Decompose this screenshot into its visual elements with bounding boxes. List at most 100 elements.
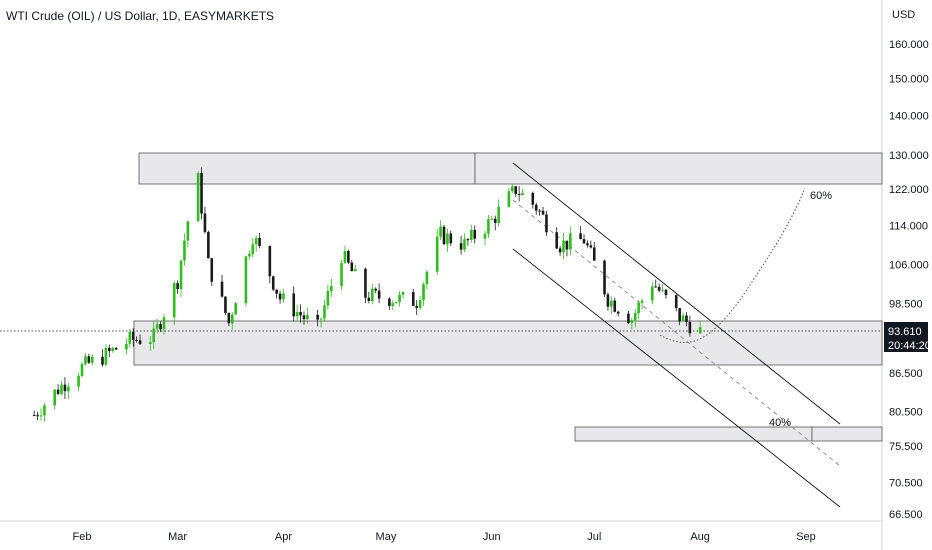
candle [640,298,644,310]
candle-body [678,308,681,322]
candle [470,225,473,243]
candle-body [319,318,323,320]
candle-body [326,290,330,306]
candle [394,301,398,304]
price-tick-label: 160.000 [889,39,929,51]
candle [674,294,678,312]
candle [101,349,104,367]
candle [230,312,234,330]
candle-body [347,250,350,263]
candle [449,230,453,246]
candle [152,321,156,350]
candle [678,308,681,326]
candle [125,338,128,355]
candle [364,267,367,303]
candle [627,310,630,324]
candle [633,308,637,328]
candle [77,372,80,392]
candle [521,188,524,196]
candle [514,185,518,197]
candle [698,321,702,334]
price-tick-label: 140.000 [889,110,929,122]
candle [446,228,449,252]
time-tick-label: Sep [796,531,816,543]
lower-support-zone-right[interactable] [811,426,883,442]
candle-body [63,384,67,392]
candle-body [295,311,299,317]
candle-body [367,297,371,301]
support-zone[interactable] [133,320,883,366]
candle-body [292,293,296,317]
candle [282,289,285,303]
candle [664,288,668,299]
candle [306,307,309,324]
candle [483,230,487,246]
candle-body [442,226,446,245]
candle-body [483,233,487,239]
candle [138,334,142,346]
candle-body [459,243,463,250]
lower-support-zone-left[interactable] [574,426,813,442]
price-axis[interactable]: 160.000 150.000 140.000 130.000 122.000 114.0… [889,39,929,521]
channel-mid-line[interactable] [512,199,841,467]
candle-body [418,299,422,309]
candle [131,328,135,347]
price-tag-value: 93.610 [888,326,922,338]
candle [418,295,422,311]
candle [292,286,296,322]
bullish-path[interactable] [659,187,806,343]
candle-body [162,317,166,330]
candle [319,317,323,328]
price-tick-label: 106.000 [889,259,929,271]
candle [466,238,470,246]
resistance-zone-right[interactable] [474,152,883,185]
candle-body [176,283,179,290]
resistance-zone-left[interactable] [138,152,476,185]
candle-body [149,342,152,344]
candle [135,336,138,343]
candle-body [80,363,84,377]
candle-body [435,236,439,272]
candle [203,206,207,234]
candle [224,296,227,316]
candle-body [685,315,688,322]
candle-body [84,356,87,364]
candle [459,235,463,255]
candle [377,283,381,304]
candle [268,245,272,284]
channel-lower-line[interactable] [512,248,841,508]
candle [340,259,343,290]
candle [299,304,302,323]
time-tick-label: May [376,531,397,543]
price-tick-label: 86.500 [889,368,923,380]
candle-body [353,269,357,272]
candle-body [87,356,91,363]
candle-body [558,248,562,253]
candle [179,259,183,298]
candle [435,229,439,275]
candle [295,304,299,322]
candle-body [128,331,132,344]
candle-body [227,312,231,324]
candle [569,226,572,256]
time-axis[interactable]: Feb Mar Apr May Jun Jul Aug Sep [73,531,816,543]
candle-body [60,384,63,394]
candle [370,283,374,305]
candle [32,410,36,417]
candle-body [627,313,630,323]
candle [545,210,548,236]
candle [613,297,617,313]
candle-body [657,286,661,291]
candle [388,297,391,310]
candle-body [101,356,104,365]
candle-body [616,311,620,314]
candle-body [330,286,333,291]
time-tick-label: Jun [483,531,501,543]
candle-body [473,229,477,239]
candle-body [555,232,558,249]
channel-upper-line[interactable] [512,162,841,425]
candle-body [203,213,207,232]
candle-body [531,192,535,205]
candles-layer [32,167,702,422]
